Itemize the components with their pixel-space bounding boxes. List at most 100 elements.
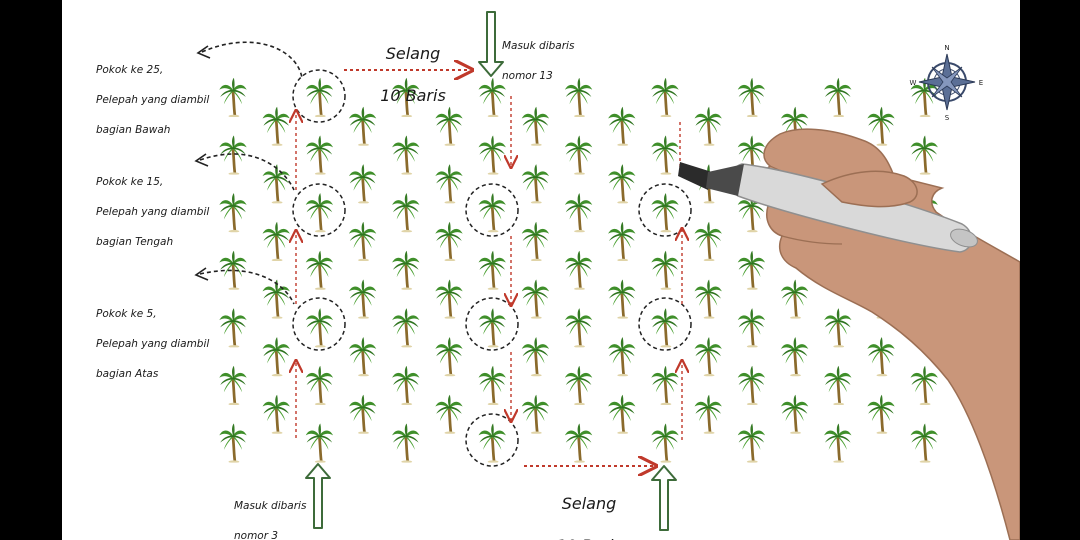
palm-tree (217, 422, 249, 463)
compass-w: W (910, 79, 917, 87)
enter-row-3-line2: nomor 3 (234, 530, 279, 540)
palm-tree (563, 134, 594, 175)
palm-tree (304, 422, 335, 463)
palm-tree (649, 307, 681, 348)
sample-circle (465, 413, 519, 467)
palm-tree (563, 192, 594, 233)
palm-tree (909, 365, 940, 405)
palm-tree (693, 278, 724, 319)
callout-lines (194, 41, 303, 305)
palm-tree (865, 393, 897, 434)
sample-circles (292, 69, 692, 467)
palm-tree (606, 163, 637, 204)
sample-circle-tree-15 (292, 183, 346, 237)
palm-tree (520, 278, 551, 319)
top-interval-line2: 10 Baris (380, 86, 446, 105)
entry-arrow-row-13 (478, 11, 504, 77)
palm-tree (304, 134, 335, 175)
compass-s: S (945, 114, 950, 122)
palm-tree (909, 422, 940, 463)
palm-tree (433, 393, 465, 434)
palm-tree (477, 249, 508, 290)
palm-tree (736, 249, 767, 290)
palm-tree (736, 422, 767, 463)
palm-tree (693, 105, 724, 146)
palm-tree (563, 249, 594, 290)
tree-15-line1: Pokok ke 15, (96, 176, 164, 188)
tree-25-label: Pokok ke 25, Pelepah yang diambil bagian… (96, 48, 209, 153)
palm-tree (779, 393, 810, 434)
palm-tree (347, 393, 378, 434)
enter-row-13-line1: Masuk dibaris (502, 40, 575, 52)
palm-tree (606, 336, 637, 377)
callout-arrowhead (194, 267, 209, 281)
tree-15-line2: Pelepah yang diambil (96, 206, 210, 218)
palm-tree (563, 365, 594, 405)
palm-tree (649, 134, 681, 175)
compass-rose: N S E W (910, 44, 984, 122)
palm-tree (217, 307, 249, 348)
palm-tree (433, 278, 465, 319)
palm-tree (865, 105, 897, 146)
compass-n: N (944, 44, 949, 52)
palm-tree (390, 134, 421, 175)
palm-tree (390, 365, 421, 405)
palm-tree (347, 278, 378, 319)
palm-tree (261, 393, 292, 434)
enter-row-3-label: Masuk dibaris nomor 3 (234, 484, 306, 540)
bottom-interval-line1: Selang (561, 494, 617, 513)
palm-tree (649, 77, 681, 117)
entry-arrows (305, 11, 677, 531)
palm-tree (347, 221, 378, 261)
sample-circle (638, 297, 692, 351)
tree-5-label: Pokok ke 5, Pelepah yang diambil bagian … (96, 292, 209, 397)
tree-15-label: Pokok ke 15, Pelepah yang diambil bagian… (96, 160, 209, 265)
palm-tree (563, 422, 594, 463)
palm-tree (865, 336, 897, 377)
hand-with-marker (678, 128, 1020, 540)
callout-arrowhead (196, 45, 211, 59)
top-interval-label: Selang 10 Baris (368, 22, 458, 127)
palm-tree (433, 221, 465, 261)
walking-path (296, 70, 682, 466)
palm-tree (520, 163, 551, 204)
palm-tree (822, 422, 853, 463)
palm-tree (822, 365, 853, 405)
callout-line-tree-25 (201, 41, 303, 79)
palm-tree (822, 77, 853, 117)
palm-tree (390, 192, 421, 233)
thumb (820, 170, 918, 208)
palm-tree (304, 365, 335, 405)
enter-row-13-label: Masuk dibaris nomor 13 (502, 24, 574, 99)
palm-tree (261, 221, 292, 261)
enter-row-3-line1: Masuk dibaris (234, 500, 307, 512)
palm-tree (779, 336, 810, 377)
palm-tree (649, 192, 681, 233)
palm-tree (649, 249, 681, 290)
bottom-interval-line2: 10 Baris (544, 535, 634, 540)
palm-tree (736, 365, 767, 405)
entry-arrow-bottom (651, 465, 677, 531)
tree-5-line3: bagian Atas (96, 368, 159, 380)
palm-tree (217, 192, 249, 233)
palm-tree (304, 307, 335, 348)
sample-circle-tree-25 (292, 69, 346, 123)
compass-star-small (931, 66, 963, 98)
palm-tree (779, 278, 810, 319)
tree-5-line2: Pelepah yang diambil (96, 338, 210, 350)
palm-tree (606, 221, 637, 261)
sample-circle (465, 183, 519, 237)
tree-5-line1: Pokok ke 5, (96, 308, 157, 320)
palm-tree (693, 336, 724, 377)
palm-tree (520, 221, 551, 261)
palm-tree (477, 192, 508, 233)
palm-tree (649, 365, 681, 405)
tree-15-line3: bagian Tengah (96, 236, 174, 248)
palm-tree (261, 336, 292, 377)
palm-tree (347, 163, 378, 204)
palm-tree (520, 393, 551, 434)
palm-tree (433, 163, 465, 204)
marker-cap-end (950, 228, 978, 248)
palm-tree (433, 336, 465, 377)
palm-tree (477, 422, 508, 463)
